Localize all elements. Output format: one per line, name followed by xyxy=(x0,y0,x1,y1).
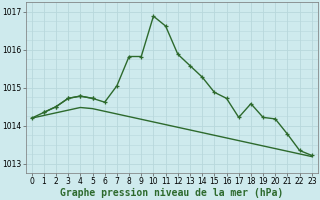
X-axis label: Graphe pression niveau de la mer (hPa): Graphe pression niveau de la mer (hPa) xyxy=(60,188,283,198)
